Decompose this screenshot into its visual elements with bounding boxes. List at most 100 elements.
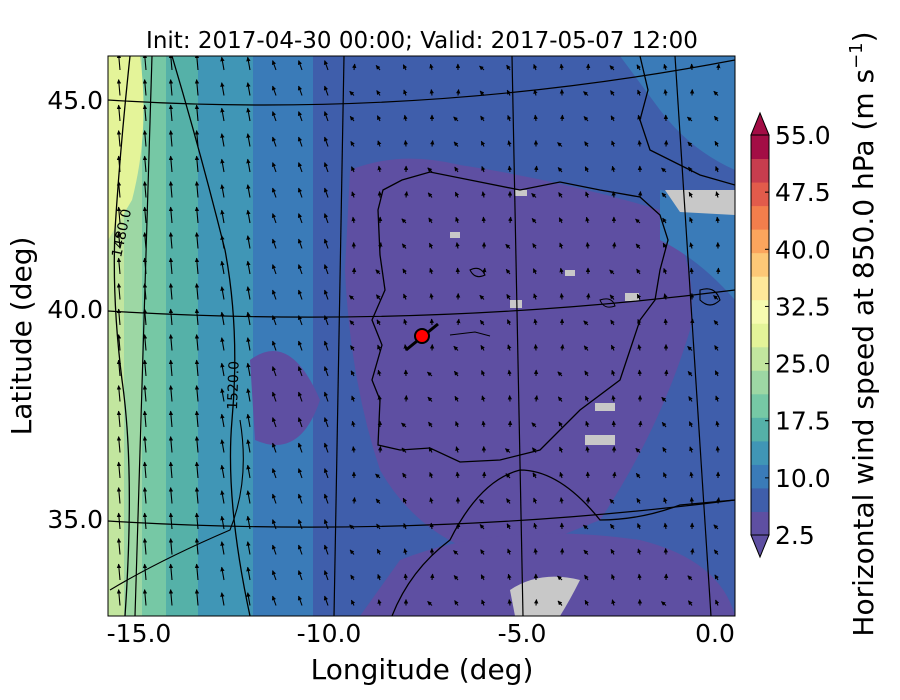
wind-arrow — [116, 410, 122, 428]
wind-arrow — [557, 575, 563, 581]
wind-arrow — [663, 497, 668, 504]
wind-arrow — [271, 238, 277, 249]
wind-arrow — [533, 114, 538, 122]
wind-arrow — [323, 238, 329, 249]
ytick-label: 35.0 — [47, 505, 103, 534]
wind-arrow — [583, 320, 589, 326]
wind-arrow — [271, 187, 277, 198]
wind-arrow — [168, 385, 174, 402]
wind-arrow — [220, 515, 225, 530]
xtick-label: -5.0 — [498, 619, 547, 648]
wind-arrow — [507, 599, 512, 606]
wind-arrow — [610, 90, 615, 96]
wind-arrow — [557, 600, 563, 606]
wind-arrow — [376, 115, 382, 122]
colorbar: 55.0 47.5 40.0 32.5 25.0 17.5 10.0 2.5 — [750, 111, 831, 559]
wind-arrow — [323, 264, 329, 275]
missing-data-patch — [625, 293, 639, 301]
wind-arrow — [402, 472, 407, 479]
wind-arrow — [194, 79, 200, 96]
wind-arrow — [429, 471, 434, 479]
wind-arrow — [715, 420, 720, 428]
wind-arrow — [661, 421, 667, 428]
longitude-line — [333, 56, 345, 616]
wind-arrow — [220, 209, 225, 224]
wind-arrow — [455, 242, 460, 249]
wind-arrow — [297, 493, 303, 504]
wind-arrow — [116, 104, 122, 122]
wind-arrow — [429, 242, 434, 249]
y-axis-label: Latitude (deg) — [5, 237, 38, 436]
wind-arrow — [349, 524, 355, 530]
wind-arrow — [352, 497, 357, 504]
wind-arrow — [532, 268, 538, 275]
wind-arrow — [168, 487, 174, 504]
wind-arrow — [194, 181, 200, 198]
wind-arrow — [663, 318, 668, 326]
wind-arrow — [351, 216, 356, 224]
wind-arrow — [611, 191, 616, 198]
wind-arrow — [609, 498, 615, 504]
wind-arrow — [611, 574, 616, 581]
wind-arrow — [323, 111, 329, 122]
wind-arrow — [271, 340, 277, 351]
wind-arrow — [404, 191, 409, 198]
colorbar-swatch — [751, 323, 769, 348]
wind-arrow — [611, 420, 617, 428]
wind-arrow — [220, 388, 225, 402]
wind-arrow — [194, 410, 200, 428]
wind-arrow — [323, 60, 329, 71]
wind-arrow — [297, 570, 303, 581]
wind-arrow — [661, 192, 667, 198]
colorbar-label: Horizontal wind speed at 850.0 hPa (m s−… — [846, 31, 880, 636]
wind-arrow — [323, 544, 329, 555]
wind-arrow — [456, 89, 461, 96]
wind-arrow — [351, 395, 356, 402]
wind-arrow — [663, 293, 668, 300]
wind-arrow — [560, 344, 565, 351]
wind-arrow — [116, 436, 122, 453]
wind-arrow — [116, 232, 122, 249]
xtick-label: -10.0 — [297, 619, 362, 648]
wind-arrow — [506, 523, 511, 530]
wind-arrow — [142, 232, 148, 249]
wind-arrow — [194, 436, 200, 453]
x-axis-ticks: -15.0 -10.0 -5.0 0.0 — [107, 619, 735, 648]
plot-title: Init: 2017-04-30 00:00; Valid: 2017-05-0… — [146, 28, 698, 54]
wind-arrow — [661, 167, 667, 173]
river-outline — [449, 331, 491, 337]
wind-arrow — [297, 417, 303, 428]
longitude-line — [511, 56, 524, 616]
wind-arrow — [533, 599, 539, 606]
wind-arrow — [687, 345, 693, 351]
wind-arrow — [142, 538, 148, 555]
wind-arrow — [663, 63, 668, 71]
wind-arrow — [713, 549, 719, 555]
wind-arrow — [402, 497, 407, 504]
colorbar-swatches — [750, 111, 770, 559]
wind-arrow — [142, 283, 148, 300]
wind-arrow — [453, 345, 459, 351]
wind-arrow — [401, 218, 407, 224]
wind-arrow — [116, 487, 122, 504]
wind-arrow — [688, 421, 694, 428]
wind-arrow — [662, 242, 667, 249]
wind-arrow — [558, 192, 563, 198]
wind-arrow — [194, 283, 200, 300]
wind-arrow — [690, 318, 695, 326]
wind-arrow — [454, 395, 459, 402]
wind-arrow — [168, 334, 174, 351]
wind-arrow — [610, 548, 615, 555]
wind-arrow — [532, 243, 537, 249]
wind-arrow — [403, 89, 408, 96]
wind-arrow — [430, 140, 435, 147]
wind-arrow — [689, 267, 694, 275]
wind-arrow — [534, 395, 539, 402]
wind-arrow — [297, 391, 303, 402]
wind-arrow — [533, 293, 538, 300]
wind-arrow — [297, 595, 303, 606]
wind-arrow — [403, 573, 408, 581]
wind-arrow — [297, 264, 303, 275]
wind-arrow — [583, 549, 589, 555]
wind-arrow — [638, 420, 643, 428]
